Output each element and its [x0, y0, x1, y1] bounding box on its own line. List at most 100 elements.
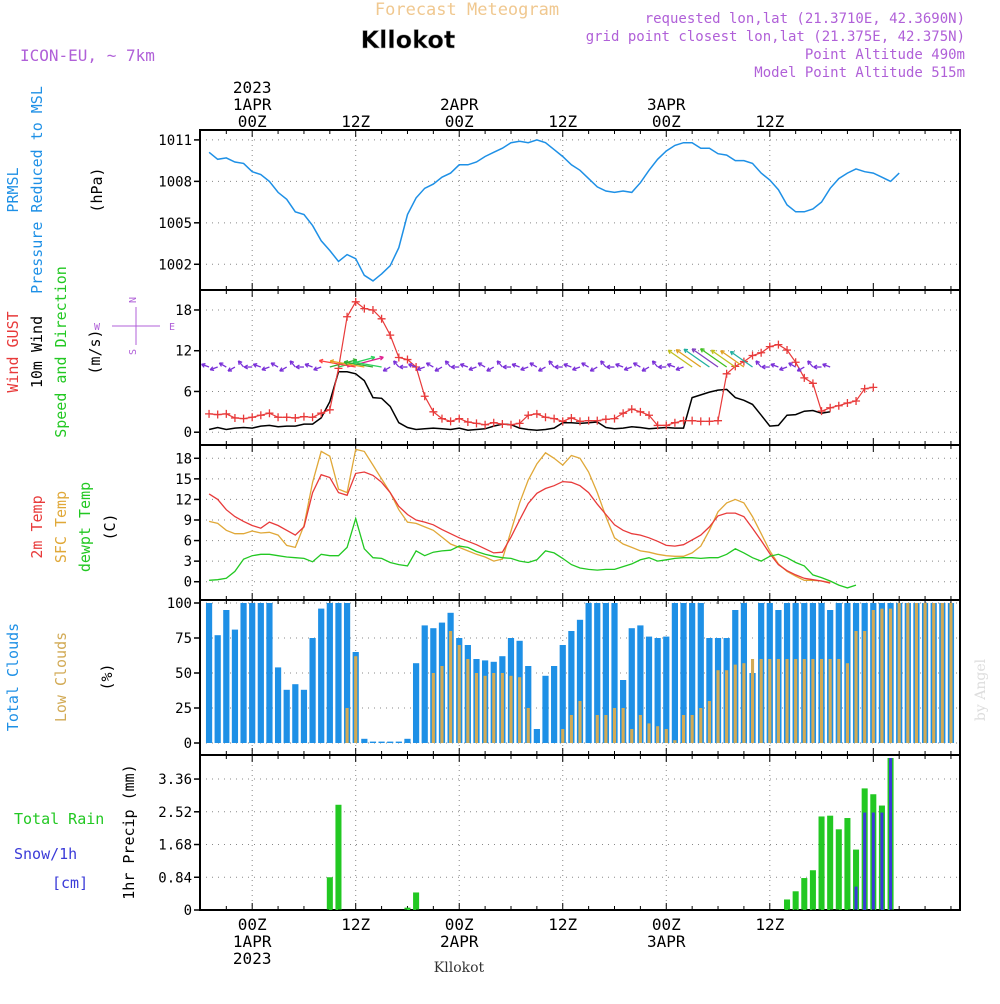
wind-arrow-head	[822, 363, 827, 368]
cloud-bar-low	[733, 664, 737, 743]
precip-bar-rain	[853, 849, 860, 910]
wind-arrow	[710, 349, 736, 368]
cloud-bar-low	[345, 708, 349, 743]
cloud-bar-total	[585, 603, 592, 743]
wind-arrow-head	[675, 349, 681, 354]
wind-arrow	[691, 348, 719, 368]
precip-bar-rain	[818, 816, 825, 910]
cloud-bar-total	[525, 666, 532, 743]
wind-arrow-head	[538, 367, 543, 372]
gust-point	[317, 409, 326, 418]
cloud-bar-low	[604, 715, 608, 743]
cloud-bar-low	[612, 708, 617, 743]
cloud-bar-total	[533, 729, 540, 743]
gust-point	[800, 373, 809, 382]
y-tick-label: 1008	[158, 174, 192, 190]
wind-arrow-head	[399, 364, 404, 370]
wind-arrow	[700, 348, 728, 368]
cloud-bar-low	[871, 610, 875, 743]
wind-arrow-head	[632, 362, 638, 367]
wind-arrow-head	[779, 366, 784, 371]
top-time-label: 1APR	[233, 95, 272, 114]
wind-arrow-head	[606, 364, 611, 370]
gust-point	[343, 312, 352, 321]
gust-point	[808, 379, 817, 388]
gust-point	[619, 409, 628, 418]
cloud-bar-low	[630, 729, 634, 743]
footer-location: Kllokot	[434, 960, 485, 976]
precip-bar-rain	[404, 907, 411, 910]
gust-point	[834, 401, 843, 410]
gust-point	[722, 369, 731, 378]
cloud-bar-total	[231, 629, 239, 743]
pressure-label-0: PRMSL	[4, 167, 22, 212]
wind-arrow	[675, 349, 702, 368]
y-tick-label: 9	[184, 513, 192, 529]
temp-label-2: dewpt Temp	[76, 482, 94, 572]
gust-point	[576, 417, 584, 426]
precip-bar-rain	[801, 878, 808, 910]
wind-arrow-head	[589, 367, 595, 372]
wind-arrow-head	[416, 366, 422, 371]
precip-bar-rain	[413, 892, 420, 910]
panel-2: 0 3 6 9 12 15 18	[175, 444, 961, 601]
wind-arrow-head	[393, 360, 398, 365]
series-gust	[209, 300, 874, 426]
series-temp-sfc	[208, 448, 831, 584]
gust-point	[541, 413, 550, 422]
wind-arrow-head	[548, 360, 553, 365]
wind-arrow-head	[807, 360, 812, 365]
wind-arrow	[730, 350, 753, 368]
cloud-bar-low	[526, 708, 530, 743]
wind-arrow-head	[788, 362, 793, 367]
wind-arrow-head	[770, 363, 775, 368]
gust-point	[688, 416, 697, 425]
cloud-bar-low	[932, 603, 936, 743]
cloud-bar-low	[725, 670, 729, 743]
wind-arrow-head	[270, 362, 276, 367]
info-grid: grid point closest lon,lat (21.375E, 42.…	[586, 29, 965, 45]
y-tick-label: 15	[175, 472, 192, 488]
wind-label-1: 10m Wind	[28, 316, 46, 388]
chart-subtitle: Forecast Meteogram	[375, 0, 559, 20]
cloud-bar-low	[716, 670, 720, 743]
gust-point	[498, 420, 507, 429]
wind-arrow-head	[408, 363, 413, 368]
gust-point	[394, 353, 403, 362]
wind-label-2: Speed and Direction	[52, 266, 70, 438]
cloud-bar-low	[889, 608, 893, 743]
gust-point	[274, 413, 283, 422]
wind-arrow-head	[329, 359, 335, 364]
cloud-bar-low	[664, 729, 668, 743]
gust-point	[463, 418, 472, 427]
bottom-time-label: 12Z	[548, 915, 577, 934]
gust-point	[506, 420, 515, 429]
top-time-label: 00Z	[445, 112, 474, 131]
gust-point	[645, 411, 654, 420]
y-tick-label: 50	[175, 666, 192, 682]
compass-s: S	[128, 349, 139, 355]
clouds-label-2: (%)	[98, 663, 116, 690]
wind-arrow-head	[641, 367, 647, 372]
wind-arrow-head	[796, 367, 802, 372]
cloud-bar-total	[292, 684, 299, 743]
cloud-bar-total	[637, 625, 644, 743]
precip-bar-snow	[880, 812, 884, 910]
cloud-bar-low	[837, 659, 841, 743]
cloud-bar-total	[421, 625, 428, 743]
info-requested: requested lon,lat (21.3710E, 42.3690N)	[645, 11, 965, 27]
cloud-bar-total	[568, 631, 575, 743]
bottom-time-label: 2APR	[440, 932, 479, 951]
cloud-bar-low	[914, 603, 918, 743]
gust-point	[437, 414, 446, 423]
gust-point	[662, 421, 671, 430]
wind-arrow-head	[209, 366, 215, 371]
wind-arrow-head	[237, 360, 243, 365]
cloud-bar-total	[257, 603, 264, 743]
cloud-bar-low	[621, 708, 625, 743]
gust-point	[222, 409, 231, 418]
wind-arrow-head	[379, 355, 384, 361]
panel-frame	[199, 129, 961, 291]
y-tick-label: 75	[175, 631, 192, 647]
precip-bar-snow	[889, 758, 893, 910]
